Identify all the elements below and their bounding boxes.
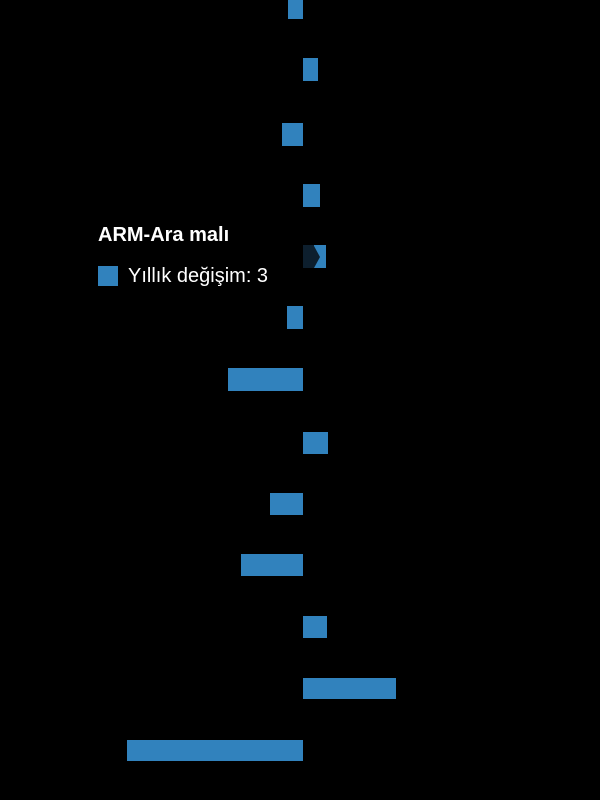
bar[interactable] [288, 0, 303, 19]
legend-swatch [98, 266, 118, 286]
tooltip-series-row: Yıllık değişim: 3 [98, 264, 268, 288]
bar[interactable] [302, 184, 320, 207]
bar[interactable] [302, 616, 327, 638]
bar[interactable] [228, 368, 303, 391]
tooltip-title: ARM-Ara malı [98, 224, 230, 246]
bar[interactable] [270, 493, 303, 515]
chevron-right-icon-tip [313, 245, 320, 268]
bar[interactable] [282, 122, 303, 146]
bar[interactable] [127, 740, 303, 761]
tooltip: ARM-Ara malı Yıllık değişim: 3 [98, 224, 268, 288]
chevron-right-icon [302, 245, 314, 268]
bar-hovered[interactable] [302, 245, 326, 268]
bar[interactable] [287, 306, 303, 329]
tooltip-value-text: Yıllık değişim: 3 [128, 265, 269, 287]
bar[interactable] [241, 554, 303, 576]
bar[interactable] [302, 431, 328, 454]
bar[interactable] [302, 677, 396, 699]
bar[interactable] [302, 58, 318, 81]
